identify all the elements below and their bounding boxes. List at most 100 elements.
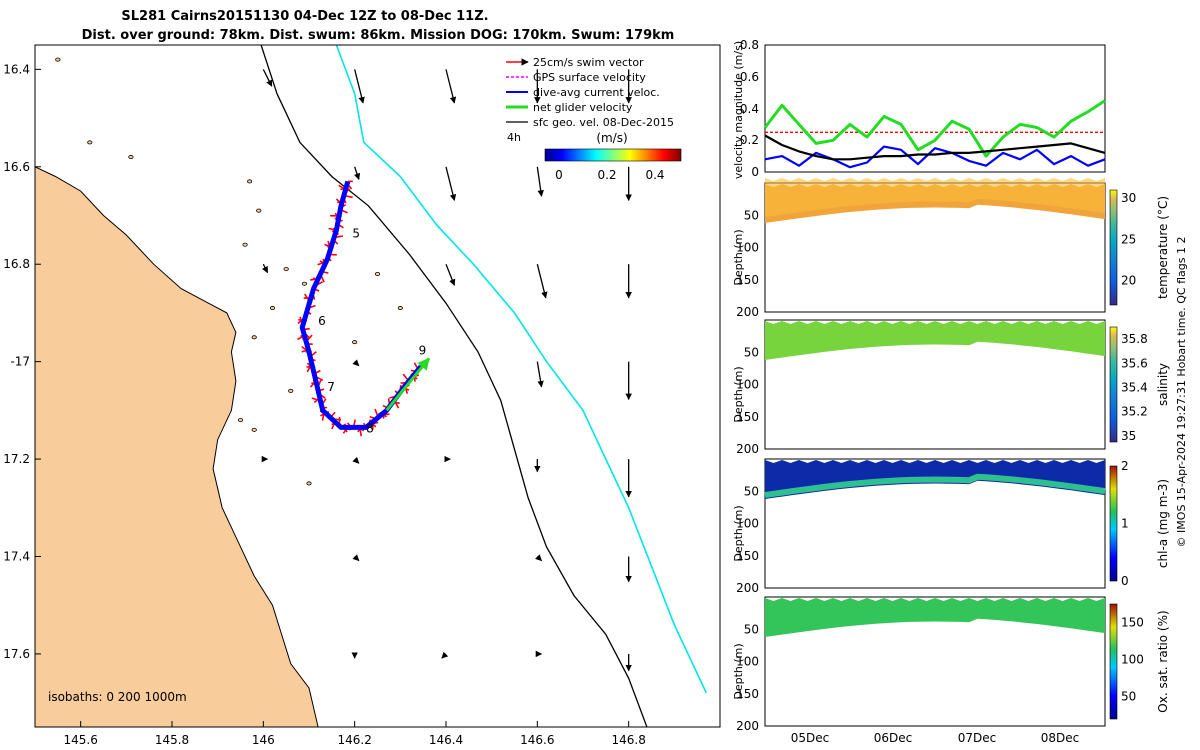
footer-credit: © IMOS 15-Apr-2024 19:27:31 Hobart time.…: [1175, 237, 1188, 548]
vel-ytick-3: 0.6: [740, 70, 759, 84]
oxygen-section-ylabel: Depth (m): [732, 643, 745, 699]
legend-4h: 4h: [507, 131, 521, 144]
salinity-section-cbar-tick-4: 35: [1121, 429, 1136, 443]
salinity-section-colorbar-label: salinity: [1156, 363, 1170, 406]
chlorophyll-section-cbar-tick-2: 0: [1121, 574, 1129, 588]
oxygen-section-ytick-0: 50: [744, 622, 759, 636]
chlorophyll-section-ytick-1: 100: [736, 517, 759, 531]
map-xtick-3: 146.2: [337, 733, 371, 747]
reef-9: [251, 335, 257, 340]
velocity-line-net: [763, 99, 1106, 158]
map-xtick-5: 146.6: [520, 733, 554, 747]
map-xtick-6: 146.8: [611, 733, 645, 747]
salinity-section-ytick-0: 50: [744, 345, 759, 359]
chlorophyll-section-ytick-2: 150: [736, 549, 759, 563]
velocity-series: [763, 99, 1106, 169]
colorbar-units: (m/s): [596, 131, 627, 145]
velocity-line-geo: [764, 134, 1106, 161]
temperature-section-ytick-1: 100: [736, 241, 759, 255]
reef-0: [55, 57, 61, 62]
temperature-warm-layer: [765, 178, 1105, 217]
oxygen-section-colorbar-label: Ox. sat. ratio (%): [1156, 610, 1170, 712]
vel-ytick-1: 0.2: [740, 133, 759, 147]
salinity-section-cbar-tick-2: 35.4: [1121, 381, 1148, 395]
temperature-section-ytick-3: 200: [736, 305, 759, 319]
temperature-section-ytick-2: 150: [736, 273, 759, 287]
reef-14: [374, 271, 381, 276]
geo-vector-25: [441, 651, 449, 659]
chlorophyll-section-ytick-0: 50: [744, 484, 759, 498]
oxygen-section-ytick-1: 100: [736, 655, 759, 669]
time-tick-06dec: 06Dec: [874, 731, 913, 745]
chlorophyll-section-ytick-3: 200: [736, 581, 759, 595]
vel-ytick-2: 0.4: [740, 102, 759, 116]
map-ytick-6: 17.6: [3, 647, 30, 661]
reef-11: [251, 427, 257, 432]
geo-vector-22: [535, 554, 542, 562]
velocity-panel: 0 0.2 0.4 0.6 0.8 velocity magnitude (m/…: [732, 38, 1106, 179]
oxygen-section-ytick-2: 150: [736, 687, 759, 701]
reef-13: [352, 340, 358, 345]
salinity-section-ylabel: Depth (m): [732, 366, 745, 422]
reef-10: [288, 388, 294, 393]
temperature-section-colorbar-label: temperature (°C): [1156, 196, 1170, 299]
temperature-section-cbar-tick-0: 30: [1121, 191, 1136, 205]
map-ytick-1: 16.6: [3, 160, 30, 174]
speed-colorbar: [544, 148, 682, 162]
geo-vector-1: [354, 69, 365, 104]
title-line1: SL281 Cairns20151130 04-Dec 12Z to 08-De…: [121, 9, 488, 24]
geo-vector-10: [445, 263, 456, 286]
velocity-frame: [764, 44, 1106, 173]
map-ytick-0: 16.4: [3, 62, 30, 76]
reef-1: [87, 140, 93, 145]
isobath-1000m-line: [335, 45, 708, 694]
legend-geo: sfc geo. vel. 08-Dec-2015: [533, 116, 674, 129]
reef-4: [256, 208, 262, 213]
map-xtick-4: 146.4: [429, 733, 463, 747]
colorbar-tick-0: 0: [555, 168, 563, 182]
track-label-5: 5: [352, 226, 360, 240]
oxygen-section-data: [765, 598, 1105, 637]
reef-5: [242, 242, 248, 247]
temperature-section-colorbar: [1109, 189, 1118, 306]
reef-2: [128, 155, 134, 160]
reef-outlines: [55, 57, 403, 486]
section-panels: 50 100 150 200 Depth (m) 30 25 20 temperature (°…: [732, 178, 1170, 733]
map-ytick-5: 17.4: [3, 550, 30, 564]
geo-vector-0: [262, 69, 273, 87]
reef-6: [283, 267, 289, 272]
time-tick-05dec: 05Dec: [791, 731, 830, 745]
temperature-section: 50 100 150 200 Depth (m) 30 25 20 temperature (°…: [732, 178, 1170, 319]
map-legend: 25cm/s swim vector GPS surface velocity …: [506, 56, 682, 182]
salinity-section-cbar-tick-3: 35.2: [1121, 405, 1148, 419]
temperature-section-ylabel: Depth (m): [732, 229, 745, 285]
geo-vector-17: [352, 456, 360, 464]
track-label-6: 6: [318, 314, 326, 328]
map-ytick-3: -17: [10, 355, 30, 369]
salinity-section-ytick-2: 150: [736, 410, 759, 424]
chlorophyll-section-colorbar-label: chl-a (mg m-3): [1156, 479, 1170, 568]
chlorophyll-section-ylabel: Depth (m): [732, 505, 745, 561]
geo-vector-5: [353, 166, 361, 181]
geo-vector-7: [536, 166, 544, 197]
vel-ylabel: velocity magnitude (m/s): [732, 41, 745, 179]
legend-gps: GPS surface velocity: [533, 71, 646, 84]
legend-net: net glider velocity: [533, 101, 633, 114]
colorbar-tick-2: 0.4: [645, 168, 664, 182]
reef-16: [237, 418, 244, 423]
oxygen-section-colorbar: [1109, 603, 1118, 720]
salinity-section-ytick-1: 100: [736, 378, 759, 392]
geo-vector-2: [445, 69, 457, 104]
track-label-8: 8: [366, 421, 374, 435]
oxygen-section-ytick-3: 200: [736, 719, 759, 733]
legend-swim: 25cm/s swim vector: [533, 56, 644, 69]
map-frame: [34, 44, 721, 728]
isobath-200m-line: [260, 45, 648, 727]
temperature-section-cbar-tick-2: 20: [1121, 273, 1136, 287]
vel-ytick-4: 0.8: [740, 38, 759, 52]
temperature-section-cbar-tick-1: 25: [1121, 232, 1136, 246]
glider-track-current: [299, 180, 423, 430]
map-ytick-2: 16.8: [3, 257, 30, 271]
net-velocity-arrow: [385, 357, 431, 412]
